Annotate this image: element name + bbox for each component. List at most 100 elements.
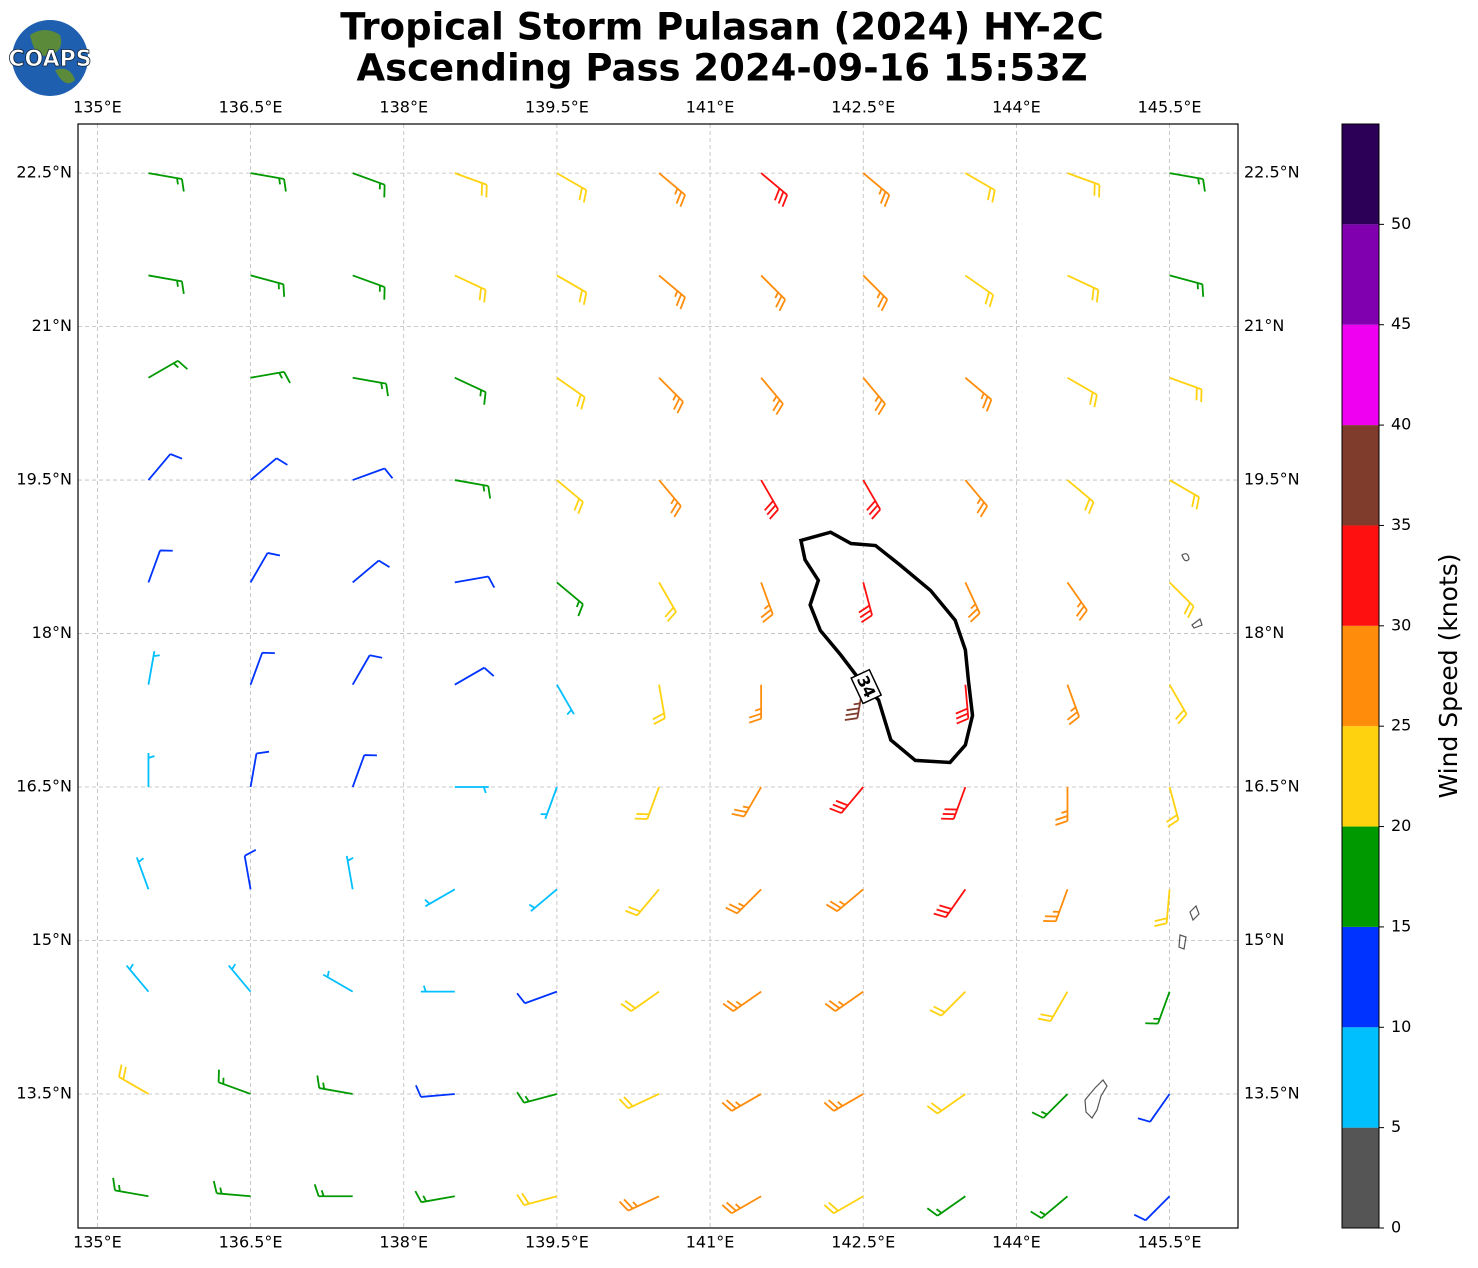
wind-barb — [118, 1064, 149, 1095]
wind-barb — [1169, 376, 1203, 403]
x-tick-label: 141°E — [686, 1233, 735, 1252]
colorbar-tick-label: 5 — [1391, 1117, 1401, 1136]
island — [1191, 618, 1203, 629]
y-tick-label: 21°N — [1244, 316, 1284, 335]
wind-barb — [1066, 684, 1080, 726]
wind-barb — [556, 684, 575, 716]
wind-barb — [933, 888, 967, 919]
wind-barb — [556, 479, 584, 515]
wind-barb — [454, 786, 489, 794]
wind-barb — [148, 274, 185, 294]
wind-barb — [424, 888, 456, 908]
wind-barb — [1169, 172, 1206, 192]
wind-barb — [1066, 581, 1088, 621]
island — [1178, 934, 1187, 950]
wind-barb — [760, 274, 786, 312]
colorbar-label: Wind Speed (knots) — [1434, 553, 1463, 798]
wind-barb — [516, 1091, 558, 1104]
wind-barb — [1137, 1093, 1171, 1123]
islands — [1084, 553, 1203, 1119]
contour-34kt — [798, 530, 975, 765]
wind-barb — [415, 1084, 455, 1098]
wind-barb — [352, 172, 386, 198]
wind-barb — [454, 666, 495, 686]
wind-barb — [1168, 684, 1188, 725]
wind-barb — [147, 453, 183, 481]
colorbar-segment — [1342, 425, 1379, 526]
wind-barb — [351, 654, 383, 686]
wind-barb — [825, 888, 864, 912]
x-tick-label: 136.5°E — [219, 98, 283, 117]
wind-barb — [516, 990, 558, 1005]
wind-barb — [862, 274, 889, 312]
x-tick-label: 142.5°E — [831, 98, 895, 117]
wind-barb — [1066, 479, 1095, 515]
wind-barb — [243, 849, 257, 890]
y-tick-label: 15°N — [32, 930, 72, 949]
x-tick-label: 138°E — [379, 1233, 428, 1252]
colorbar-segment — [1342, 826, 1379, 927]
wind-barb — [1037, 991, 1069, 1022]
colorbar-segment — [1342, 926, 1379, 1028]
wind-barb — [620, 990, 660, 1012]
wind-barb — [352, 376, 389, 397]
colorbar-tick-label: 40 — [1391, 415, 1411, 434]
wind-barb — [147, 549, 173, 583]
wind-barbs — [112, 172, 1206, 1222]
colorbar-tick-label: 30 — [1391, 615, 1411, 634]
y-tick-label: 22.5°N — [1244, 163, 1300, 182]
wind-barb — [147, 651, 160, 685]
wind-barb — [658, 274, 686, 310]
wind-barb — [760, 582, 774, 623]
y-tick-label: 18°N — [1244, 623, 1284, 642]
wind-barb — [1067, 376, 1098, 408]
wind-barb — [844, 684, 865, 721]
colorbar-tick-label: 15 — [1391, 916, 1411, 935]
wind-barb — [148, 172, 185, 192]
logo-land — [30, 30, 75, 84]
wind-barb — [760, 479, 779, 520]
y-tick-label: 18°N — [32, 623, 72, 642]
wind-barb — [862, 377, 886, 416]
wind-barb — [249, 750, 270, 788]
wind-barb — [955, 684, 970, 725]
wind-barb — [454, 479, 492, 499]
wind-barb — [250, 172, 287, 192]
wind-barb — [658, 581, 677, 622]
wind-barb — [964, 581, 981, 623]
island — [1084, 1079, 1108, 1119]
colorbar-segment — [1342, 1027, 1379, 1128]
wind-barb — [135, 857, 150, 890]
wind-barb — [454, 575, 496, 589]
wind-barb — [1145, 991, 1171, 1025]
wind-barb — [1133, 1195, 1171, 1222]
wind-barb — [760, 377, 784, 416]
wind-barb — [249, 651, 275, 686]
x-tick-label: 135°E — [73, 1233, 122, 1252]
wind-barb — [1030, 1195, 1069, 1219]
wind-barb — [540, 786, 558, 820]
colorbar-tick-label: 50 — [1391, 214, 1411, 233]
contour-label-box — [850, 668, 883, 705]
x-tick-label: 135°E — [73, 98, 122, 117]
wind-barb — [212, 1180, 251, 1198]
y-tick-label: 16.5°N — [1244, 777, 1300, 796]
island — [1181, 553, 1190, 562]
wind-barb — [760, 172, 789, 208]
colorbar-segment — [1342, 726, 1379, 827]
colorbar-frame — [1341, 123, 1380, 1229]
wind-barb — [249, 552, 281, 583]
wind-barb — [721, 1093, 762, 1112]
wind-barb — [1055, 787, 1069, 826]
wind-barb — [926, 1093, 966, 1115]
logo: COAPS — [8, 20, 92, 96]
wind-barb — [823, 1093, 864, 1112]
colorbar-segment — [1342, 124, 1379, 225]
x-tick-label: 139.5°E — [525, 98, 589, 117]
wind-barb — [964, 479, 988, 518]
chart-title: Tropical Storm Pulasan (2024) HY-2C — [340, 6, 1104, 49]
x-tick-label: 139.5°E — [525, 1233, 589, 1252]
colorbar-tick-label: 45 — [1391, 314, 1411, 333]
colorbar-segment — [1342, 1127, 1379, 1228]
wind-barb — [414, 1190, 455, 1204]
